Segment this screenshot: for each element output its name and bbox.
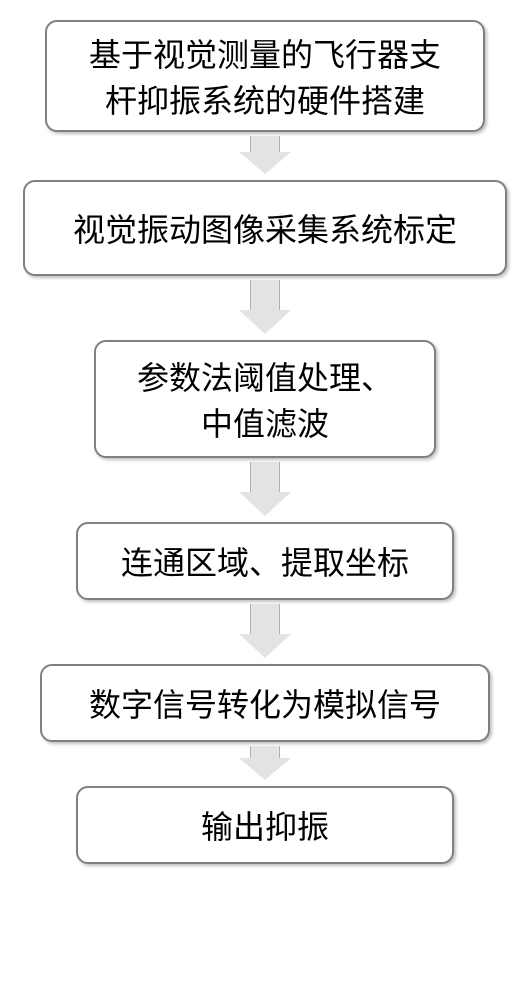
arrow-head-icon [239, 634, 291, 658]
arrow-shaft [250, 462, 280, 492]
flow-arrow-3 [239, 462, 291, 516]
flow-node-text: 基于视觉测量的飞行器支 [89, 30, 441, 76]
flow-node-5: 数字信号转化为模拟信号 [40, 664, 490, 742]
arrow-head-icon [239, 152, 291, 174]
flow-node-text: 视觉振动图像采集系统标定 [73, 205, 457, 251]
arrow-head-icon [239, 492, 291, 516]
arrow-head-icon [239, 310, 291, 334]
flow-node-text: 连通区域、提取坐标 [121, 538, 409, 584]
arrow-shaft [250, 136, 280, 152]
flow-node-6: 输出抑振 [76, 786, 454, 864]
flow-node-2: 视觉振动图像采集系统标定 [23, 180, 507, 276]
flow-arrow-4 [239, 604, 291, 658]
flow-node-text: 杆抑振系统的硬件搭建 [105, 76, 425, 122]
arrow-shaft [250, 280, 280, 310]
arrow-shaft [250, 746, 280, 758]
flowchart-container: 基于视觉测量的飞行器支杆抑振系统的硬件搭建视觉振动图像采集系统标定参数法阈值处理… [0, 0, 530, 1000]
flow-node-text: 输出抑振 [201, 802, 329, 848]
flow-node-3: 参数法阈值处理、中值滤波 [94, 340, 436, 458]
flow-arrow-2 [239, 280, 291, 334]
flow-node-1: 基于视觉测量的飞行器支杆抑振系统的硬件搭建 [45, 20, 485, 132]
flow-arrow-5 [239, 746, 291, 780]
flow-node-text: 参数法阈值处理、 [137, 353, 393, 399]
arrow-shaft [250, 604, 280, 634]
flow-node-text: 中值滤波 [201, 399, 329, 445]
flow-node-4: 连通区域、提取坐标 [76, 522, 454, 600]
arrow-head-icon [239, 758, 291, 780]
flow-node-text: 数字信号转化为模拟信号 [89, 680, 441, 726]
flow-arrow-1 [239, 136, 291, 174]
